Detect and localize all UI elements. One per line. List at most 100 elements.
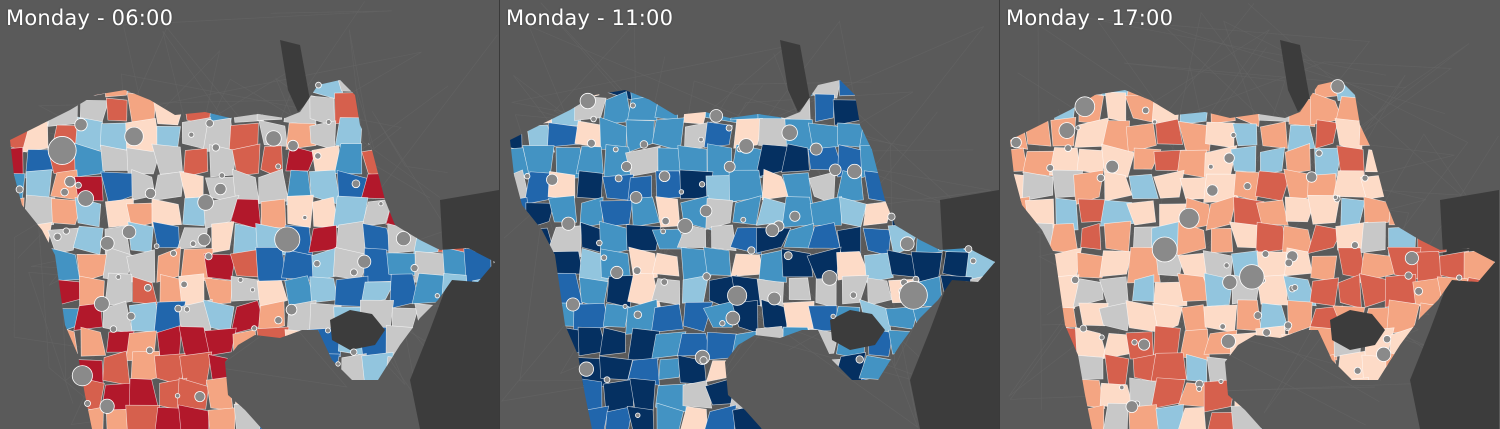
population-circle [144,284,152,292]
population-circle [830,313,836,319]
population-circle [660,228,666,235]
population-circle [74,118,88,132]
population-circle [204,252,213,261]
population-circle [64,175,76,188]
panel-title: Monday - 17:00 [1006,6,1174,30]
panel-title: Monday - 06:00 [6,6,174,30]
water-east [910,190,999,429]
population-circle [561,216,576,231]
population-circle [170,249,177,257]
population-circle [603,376,611,383]
population-circle [1330,79,1345,94]
population-circle [622,303,628,309]
population-circle [335,361,341,367]
population-circle [1284,258,1293,268]
population-circle [781,124,798,141]
population-circle [145,346,154,355]
population-circle [1071,275,1080,284]
population-circle [378,201,384,207]
population-circle [1315,149,1323,157]
population-circle [121,224,137,240]
population-circle [395,231,411,247]
population-circle [1046,164,1055,172]
population-circle [1351,241,1359,250]
population-circle [719,320,726,327]
population-circle [702,272,711,281]
population-circle [1382,335,1392,344]
population-circle [183,306,191,313]
population-circle [410,264,419,273]
population-circle [621,161,632,173]
population-circle [635,412,641,418]
population-circle [109,325,118,333]
population-circle [765,223,780,238]
population-circle [197,233,211,247]
proportional-circles [1010,79,1463,413]
population-circle [855,355,864,364]
population-circle [197,194,214,211]
population-circle [1105,159,1119,174]
population-circle [74,181,82,189]
population-circle [250,287,256,293]
population-circle [629,102,636,109]
population-circle [727,285,748,306]
population-circle [265,130,282,147]
population-circle [586,138,596,148]
population-circle [596,239,603,247]
population-circle [600,254,608,261]
population-circle [767,291,782,306]
population-circle [725,310,741,326]
population-circle [350,348,358,356]
population-circle [1151,236,1178,263]
population-circle [1178,207,1200,229]
population-circle [678,189,685,195]
population-circle [632,266,642,275]
population-circle [351,179,361,189]
population-circle [174,304,183,313]
population-circle [71,365,93,387]
population-circle [126,311,136,321]
population-circle [709,109,724,123]
population-circle [1152,119,1158,125]
population-circle [1361,174,1369,182]
population-circle [1125,400,1139,413]
population-circle [1261,250,1270,258]
population-circle [1376,346,1392,362]
population-circle [698,181,706,188]
population-circle [53,232,62,241]
population-circle [565,297,580,312]
population-circle [194,391,206,403]
population-circle [100,236,115,251]
population-circle [1096,173,1105,183]
population-circle [821,270,838,286]
population-circle [964,245,973,253]
population-circle [610,265,624,279]
population-circle [124,126,144,147]
population-circle [1404,251,1419,266]
population-circle [274,316,283,325]
population-circle [698,136,704,143]
population-circle [1220,333,1236,349]
population-circle [287,139,299,152]
population-circle [725,124,733,132]
population-circle [211,143,220,152]
population-circle [1218,378,1224,384]
population-circle [740,216,747,223]
population-circle [115,274,122,280]
population-circle [1253,311,1263,320]
population-circle [1058,122,1076,139]
water-north [280,40,310,112]
population-circle [969,257,977,265]
proportional-circles [15,81,440,414]
population-circle [1456,274,1463,281]
population-circle [77,190,94,207]
population-circle [60,187,69,197]
population-circle [1332,194,1339,200]
population-circle [62,227,70,235]
population-circle [1064,144,1072,152]
population-circle [350,268,358,277]
map-panel-1100: Monday - 11:00 [500,0,1000,429]
population-circle [1137,338,1151,351]
population-circle [1223,262,1230,269]
population-circle [434,293,440,299]
